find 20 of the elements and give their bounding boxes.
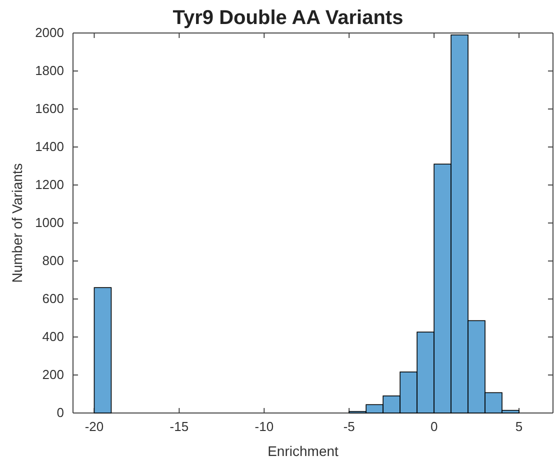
x-tick-label: -10 — [254, 419, 274, 434]
x-tick-label: -5 — [343, 419, 355, 434]
y-tick-label: 1600 — [35, 101, 64, 116]
y-tick-label: 600 — [42, 291, 64, 306]
y-tick-label: 1000 — [35, 215, 64, 230]
y-tick-label: 400 — [42, 329, 64, 344]
y-tick-label: 800 — [42, 253, 64, 268]
y-axis-title: Number of Variants — [9, 163, 25, 283]
x-axis-title: Enrichment — [268, 443, 339, 459]
y-tick-label: 1200 — [35, 177, 64, 192]
y-tick-label: 1800 — [35, 63, 64, 78]
y-tick-label: 2000 — [35, 25, 64, 40]
y-tick-label: 1400 — [35, 139, 64, 154]
y-tick-label: 200 — [42, 367, 64, 382]
x-tick-label: -20 — [84, 419, 104, 434]
chart-title: Tyr9 Double AA Variants — [172, 7, 404, 29]
y-tick-label: 0 — [56, 405, 64, 420]
x-tick-label: -15 — [170, 419, 189, 434]
x-tick-label: 0 — [430, 419, 438, 434]
x-tick-label: 5 — [515, 419, 523, 434]
